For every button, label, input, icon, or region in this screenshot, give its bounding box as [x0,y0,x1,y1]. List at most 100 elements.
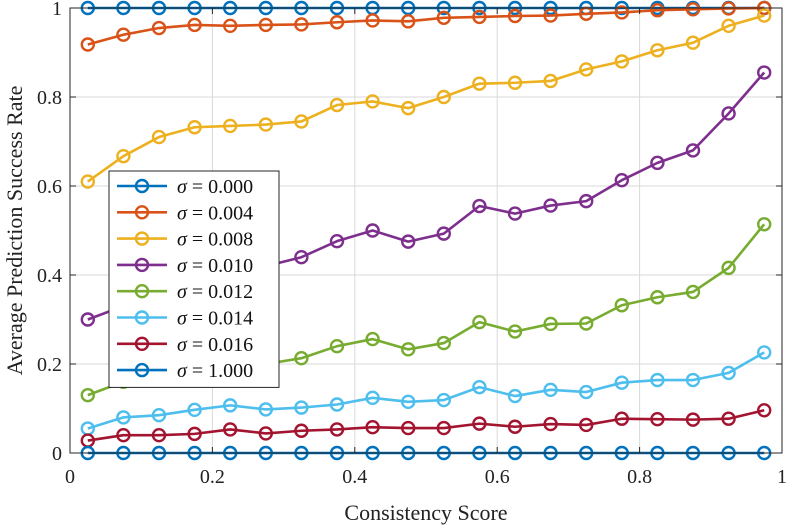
y-tick-label: 0 [52,443,62,465]
data-point [329,233,345,249]
legend-marker [134,231,150,246]
data-point [507,75,523,90]
data-point [365,331,380,347]
legend-marker [134,284,150,299]
data-point [757,217,772,232]
legend-value: = 0.014 [187,308,253,330]
data-point [329,339,345,354]
data-point [543,73,558,89]
data-point [579,193,594,209]
data-point [472,416,487,431]
series-2 [80,8,772,189]
axis-ticks: 0 0.2 0.4 0.6 0.8 1 0 0.2 0.4 0.6 0.8 1 [37,0,787,488]
data-point [187,402,202,418]
data-point [401,100,416,116]
data-point [614,173,629,188]
data-point [543,316,558,332]
data-point [685,412,701,427]
data-point [721,18,736,33]
data-point [329,97,345,113]
data-point [80,312,96,327]
data-point [721,365,736,381]
y-tick-label: 1 [52,0,62,20]
y-tick-label: 0.6 [37,176,62,198]
data-point [614,411,629,426]
data-point [436,89,451,105]
data-point [650,411,665,427]
data-point [507,388,523,404]
data-point [329,397,345,412]
data-point [721,411,736,426]
data-point [151,428,167,443]
legend-marker [134,336,150,351]
data-point [116,410,131,425]
data-point [151,20,167,36]
data-point [543,198,558,213]
legend-marker [134,205,150,220]
data-point [650,43,665,58]
legend-value: = 1.000 [187,360,253,382]
series-5 [80,345,772,436]
data-point [614,54,629,69]
data-point [222,18,238,33]
data-point [222,398,238,413]
legend-symbol: σ [177,360,188,382]
legend-value: = 0.008 [187,229,253,251]
x-axis-label: Consistency Score [344,500,507,525]
legend-label: σ = 1.000 [177,360,253,382]
legend-entry: σ = 0.016 [117,334,253,356]
data-point [80,37,96,52]
data-point [116,428,131,443]
x-tick-label: 0 [65,466,75,488]
data-point [650,290,665,305]
data-point [685,2,701,17]
data-point [614,5,629,20]
data-point [80,174,96,189]
data-point [187,120,202,135]
data-point [151,407,167,423]
data-point [294,423,309,438]
data-point [543,8,558,23]
legend-label: σ = 0.000 [177,176,253,198]
data-point [614,298,629,313]
legend-value: = 0.012 [187,281,253,303]
data-point [757,345,772,360]
data-point [650,372,665,388]
data-point [579,316,594,331]
data-point [472,76,487,91]
x-tick-label: 0.6 [485,466,510,488]
legend-label: σ = 0.014 [177,308,253,330]
legend-entry: σ = 0.000 [117,176,253,198]
legend-value: = 0.010 [187,255,253,277]
data-point [401,14,416,29]
legend-entry: σ = 1.000 [117,360,253,382]
data-point [294,250,309,265]
data-point [685,284,701,300]
data-point [294,17,309,32]
x-tick-label: 0.8 [627,466,652,488]
data-point [579,62,594,77]
series-6 [80,403,772,448]
y-axis-label: Average Prediction Success Rate [2,86,27,376]
data-point [151,129,167,145]
legend-symbol: σ [177,308,188,330]
data-point [258,117,273,132]
data-point [472,379,487,395]
data-point [436,10,451,25]
plot-frame [69,7,783,454]
legend-marker [134,362,150,378]
data-point [258,426,273,441]
data-point [365,390,380,406]
data-point [472,314,487,330]
data-point [614,375,629,390]
legend-entry: σ = 0.012 [117,281,253,303]
data-point [507,8,523,24]
legend-entry: σ = 0.014 [117,308,253,330]
data-point [365,419,380,435]
data-point [650,3,665,18]
legend-label: σ = 0.012 [177,281,253,303]
legend-marker [134,310,150,325]
